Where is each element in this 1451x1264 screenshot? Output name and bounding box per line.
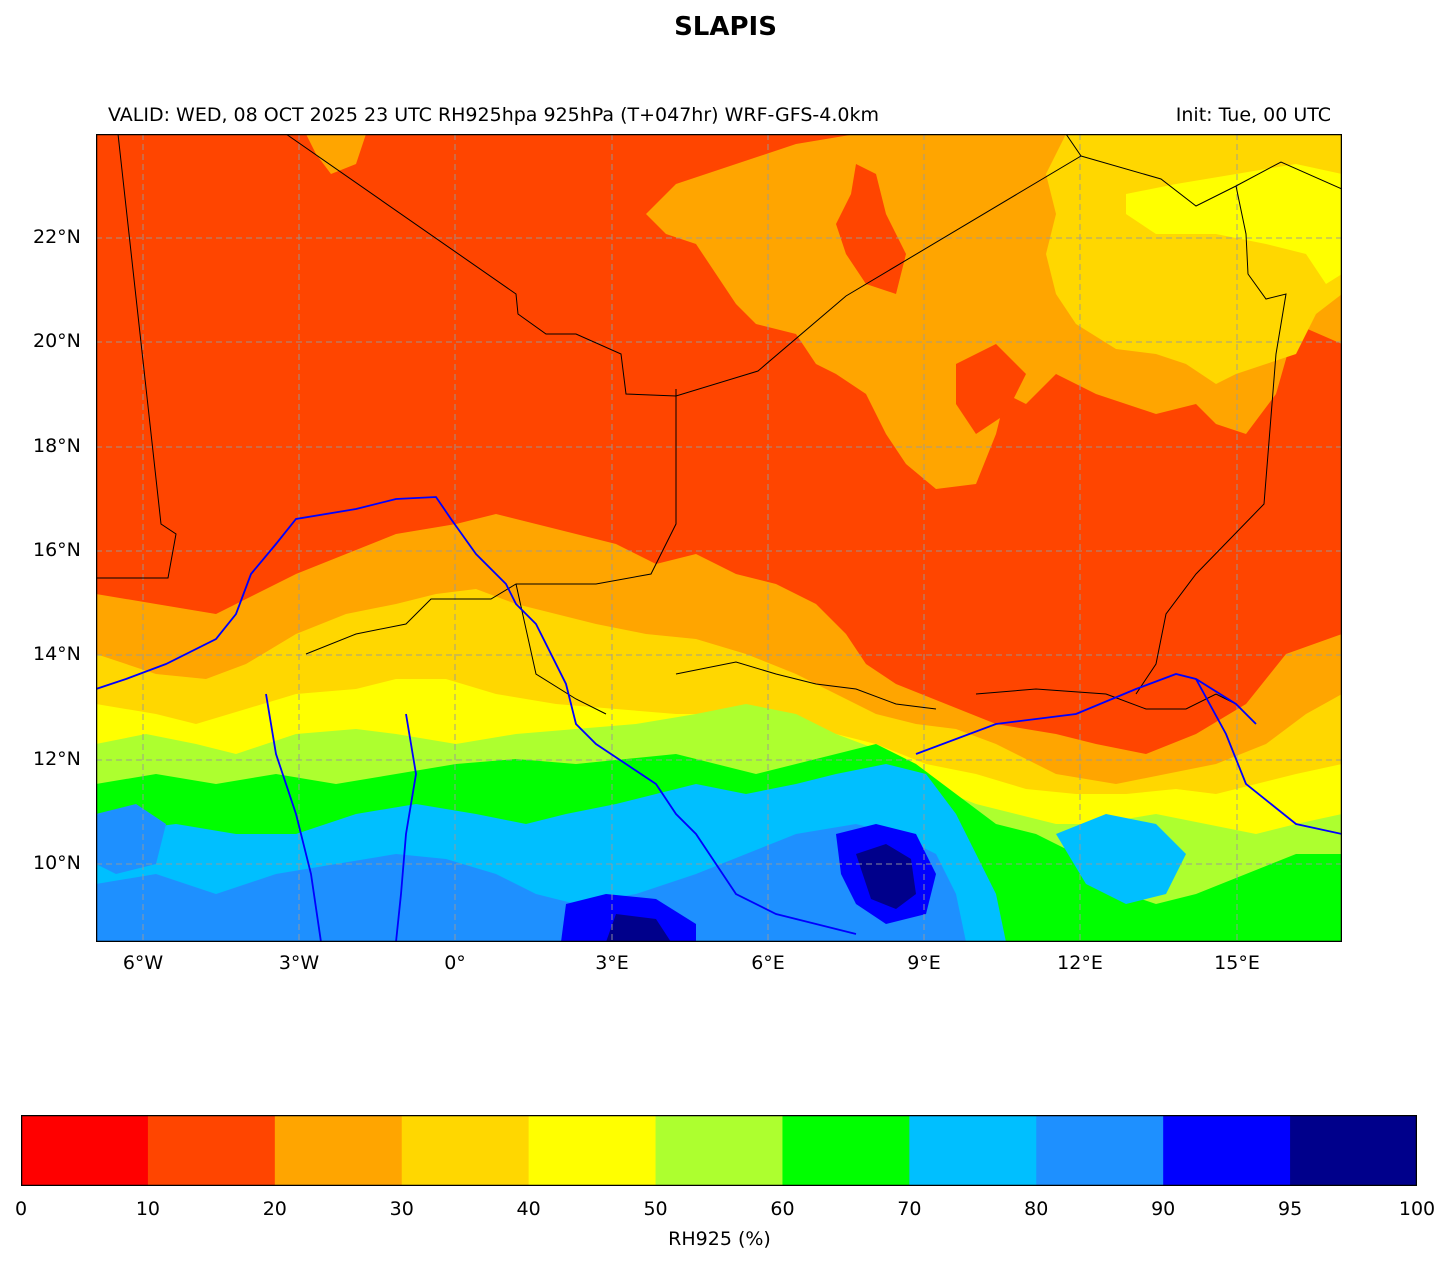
colorbar-tick-label: 40	[516, 1198, 541, 1220]
rh-field-80-90-west	[96, 804, 166, 874]
lon-tick-label: 6°E	[751, 952, 785, 974]
lon-tick-label: 6°W	[122, 952, 164, 974]
rh-field-80-90-band	[96, 824, 966, 942]
lat-tick-label: 12°N	[33, 748, 81, 770]
colorbar-tick-label: 70	[897, 1198, 922, 1220]
rh-field-70-80-east	[1056, 814, 1186, 904]
lat-tick-label: 16°N	[33, 539, 81, 561]
rh-field-10-20-blob	[836, 164, 906, 294]
colorbar-tick-label: 95	[1277, 1198, 1303, 1220]
colorbar-tick-label: 50	[643, 1198, 668, 1220]
colorbar-swatch	[782, 1115, 910, 1186]
lat-tick-label: 18°N	[33, 435, 81, 457]
colorbar-tick-label: 100	[1398, 1198, 1436, 1220]
lat-tick-label: 22°N	[33, 226, 81, 248]
colorbar-swatch	[401, 1115, 530, 1186]
colorbar-swatch	[909, 1115, 1037, 1186]
rh-field-10-20-east	[956, 344, 1026, 434]
colorbar-swatch	[1036, 1115, 1164, 1186]
colorbar-tick-label: 30	[389, 1198, 414, 1220]
colorbar-swatch	[21, 1115, 149, 1186]
colorbar-tick-label: 10	[135, 1198, 160, 1220]
lon-tick-label: 3°E	[595, 952, 629, 974]
lon-tick-label: 15°E	[1214, 952, 1260, 974]
lon-tick-label: 9°E	[907, 952, 941, 974]
rh-field-95-100-east	[856, 844, 916, 909]
colorbar-tick-label: 80	[1024, 1198, 1049, 1220]
colorbar	[21, 1115, 1417, 1186]
rh-field-20-30-nw-blob	[306, 134, 366, 174]
colorbar-tick-label: 0	[14, 1198, 28, 1220]
page-title: SLAPIS	[674, 12, 777, 42]
colorbar-tick-label: 90	[1151, 1198, 1176, 1220]
lon-tick-label: 3°W	[278, 952, 320, 974]
colorbar-swatch	[528, 1115, 657, 1186]
colorbar-label: RH925 (%)	[668, 1228, 771, 1250]
lat-tick-label: 20°N	[33, 330, 81, 352]
map-frame	[96, 134, 1342, 942]
colorbar-frame	[21, 1115, 1417, 1186]
lat-tick-label: 10°N	[33, 852, 81, 874]
rivers	[96, 496, 1342, 942]
country-borders	[96, 134, 1342, 715]
colorbar-tick-label: 60	[770, 1198, 795, 1220]
colorbar-tick-label: 20	[262, 1198, 287, 1220]
rh-field-95-100-south	[606, 914, 671, 942]
colorbar-swatch	[147, 1115, 276, 1186]
lon-tick-label: 0°	[444, 952, 466, 974]
rh925-map	[96, 134, 1342, 942]
rh-field-30-40-ne-strip	[1156, 134, 1236, 164]
lon-tick-label: 12°E	[1057, 952, 1103, 974]
colorbar-swatch	[655, 1115, 783, 1186]
colorbar-swatch	[1290, 1115, 1417, 1186]
colorbar-swatch	[274, 1115, 403, 1186]
map-gridlines	[96, 134, 1342, 942]
colorbar-swatch	[1163, 1115, 1291, 1186]
init-time-subtitle: Init: Tue, 00 UTC	[1175, 104, 1331, 126]
valid-time-subtitle: VALID: WED, 08 OCT 2025 23 UTC RH925hpa …	[108, 104, 880, 126]
lat-tick-label: 14°N	[33, 643, 81, 665]
